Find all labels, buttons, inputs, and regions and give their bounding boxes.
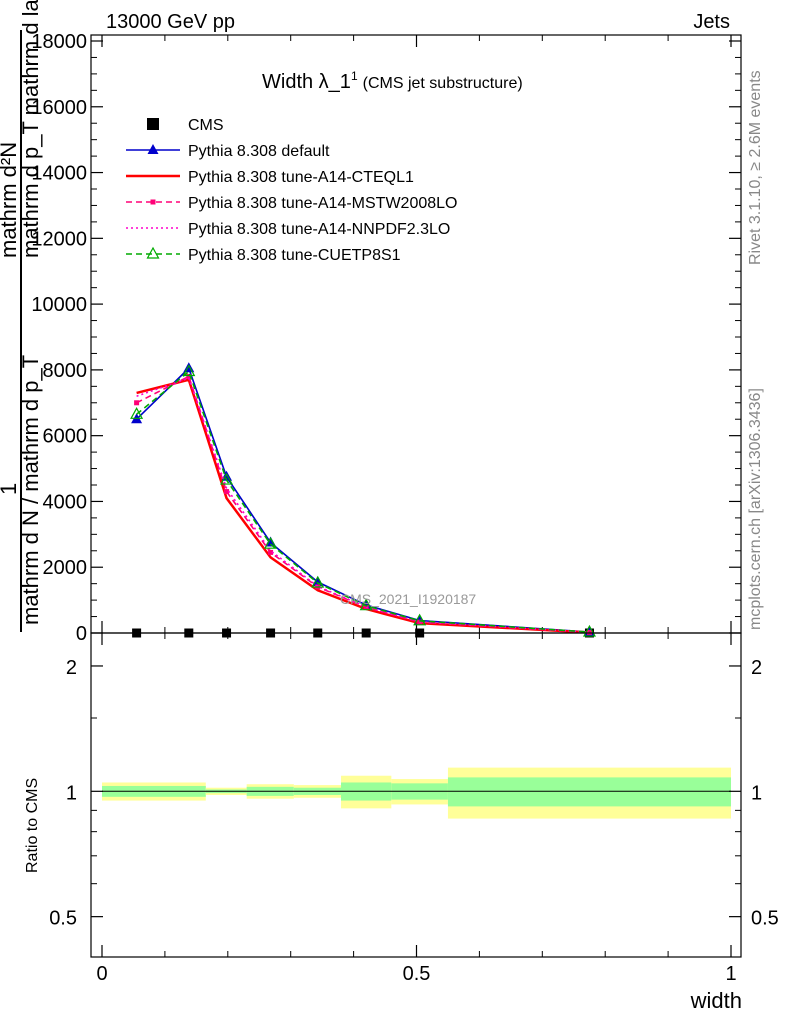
legend-marker	[146, 246, 160, 259]
ylabel-top: mathrm d²N	[0, 142, 21, 258]
series-point-5	[413, 613, 427, 626]
ratio-y-tick-label-right: 2	[751, 657, 762, 679]
series-point-5	[130, 407, 144, 419]
main-plot	[130, 362, 596, 638]
legend-marker	[150, 199, 156, 205]
series-point-3	[134, 400, 140, 406]
plot-title: Width λ_11 (CMS jet substructure)	[262, 69, 523, 93]
series-point-3	[186, 373, 192, 379]
series-point-3	[268, 549, 274, 555]
header-right: Jets	[693, 11, 730, 33]
legend-marker	[147, 144, 159, 154]
header-left: 13000 GeV pp	[106, 11, 235, 33]
ratio-y-tick-label: 0.5	[49, 908, 77, 930]
legend-label: Pythia 8.308 default	[188, 143, 330, 160]
title-note: (CMS jet substructure)	[363, 75, 523, 92]
legend-label: Pythia 8.308 tune-A14-NNPDF2.3LO	[188, 221, 450, 238]
legend: CMS Pythia 8.308 default Pythia 8.308 tune…	[126, 117, 457, 264]
series-line-4	[136, 377, 590, 634]
series-point-5	[359, 598, 373, 611]
y-tick-label: 16000	[31, 97, 87, 119]
ratio-band-green	[447, 777, 731, 807]
ratio-y-tick-label-right: 1	[751, 782, 762, 804]
ylabel-den: mathrm d N / mathrm d p_T	[18, 355, 43, 625]
ratio-ticks: 0.5 0.5 1 1 2 2 0 0.5 1	[49, 633, 779, 985]
series-point-5	[220, 472, 234, 485]
series-point-5	[182, 364, 196, 377]
ratio-y-tick-label-right: 0.5	[751, 908, 779, 930]
main-ylabel: mathrm d²N mathrm d p_T mathrm d lambda …	[0, 0, 43, 632]
x-tick-label: 1	[725, 963, 736, 985]
series-point-1	[183, 362, 195, 373]
x-axis-label: width	[690, 988, 742, 1013]
legend-label: CMS	[188, 117, 224, 134]
title-main: Width λ_1	[262, 71, 351, 93]
legend-marker-cms	[147, 118, 159, 130]
y-tick-label: 8000	[43, 360, 88, 382]
series-line-2	[136, 378, 590, 634]
y-tick-label: 0	[76, 623, 87, 645]
ylabel-num: 1	[0, 483, 21, 495]
y-tick-label: 2000	[43, 557, 88, 579]
series-line-5	[136, 370, 590, 633]
y-tick-label: 18000	[31, 31, 87, 53]
mcplots-label: mcplots.cern.ch [arXiv:1306.3436]	[747, 388, 764, 630]
legend-label: Pythia 8.308 tune-A14-MSTW2008LO	[188, 195, 457, 212]
main-ticks: 0 2000 4000 6000 8000 10000 12000 14000 16000 180…	[31, 31, 741, 645]
series-point-3	[224, 489, 230, 495]
ylabel-top2: mathrm d p_T mathrm d lambda	[18, 0, 43, 258]
y-tick-label: 12000	[31, 228, 87, 250]
ratio-y-tick-label: 1	[66, 782, 77, 804]
legend-label: Pythia 8.308 tune-CUETP8S1	[188, 247, 401, 264]
series-point-5	[582, 624, 596, 637]
legend-label: Pythia 8.308 tune-A14-CTEQL1	[188, 169, 414, 186]
ratio-plot	[102, 767, 731, 819]
x-tick-label: 0	[96, 963, 107, 985]
y-tick-label: 10000	[31, 294, 87, 316]
series-point-5	[311, 575, 325, 588]
rivet-label: Rivet 3.1.10, ≥ 2.6M events	[747, 70, 764, 265]
analysis-watermark: CMS_2021_I1920187	[340, 591, 476, 607]
y-tick-label: 6000	[43, 426, 88, 448]
ratio-y-tick-label: 2	[66, 657, 77, 679]
series-point-3	[363, 604, 369, 610]
y-tick-label: 14000	[31, 163, 87, 185]
x-tick-label: 0.5	[403, 963, 431, 985]
y-tick-label: 4000	[43, 491, 88, 513]
ratio-ylabel: Ratio to CMS	[24, 778, 41, 873]
series-point-5	[264, 536, 278, 549]
title-sup: 1	[351, 69, 358, 83]
